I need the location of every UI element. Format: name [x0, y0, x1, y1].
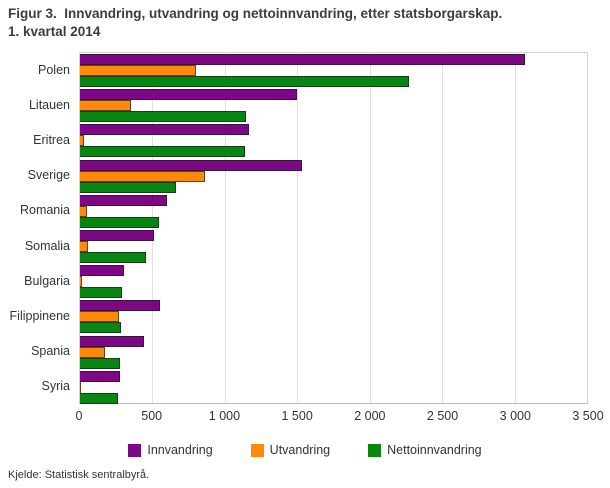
- bar-innvandring-spania: [80, 335, 145, 347]
- bar-group-somalia: [80, 229, 587, 264]
- y-label-litauen: Litauen: [28, 97, 70, 112]
- legend-label-innvandring: Innvandring: [147, 443, 213, 457]
- legend-swatch-nettoinnvandring: [368, 443, 382, 457]
- legend-item-nettoinnvandring: Nettoinnvandring: [368, 443, 482, 457]
- legend-swatch-innvandring: [128, 443, 142, 457]
- gridline-1500: [297, 53, 299, 403]
- gridline-1000: [224, 53, 226, 403]
- bar-group-bulgaria: [80, 264, 587, 299]
- bar-nettoinnvandring-syria: [80, 392, 119, 404]
- bar-utvandring-polen: [80, 65, 196, 77]
- bar-innvandring-romania: [80, 194, 167, 206]
- bar-group-eritrea: [80, 123, 587, 158]
- x-tick-label-3500: 3 500: [572, 409, 604, 423]
- bar-nettoinnvandring-spania: [80, 357, 120, 369]
- bar-group-litauen: [80, 88, 587, 123]
- bar-nettoinnvandring-eritrea: [80, 146, 246, 158]
- y-label-eritrea: Eritrea: [33, 132, 70, 147]
- bar-nettoinnvandring-bulgaria: [80, 287, 122, 299]
- x-tick-label-1000: 1 000: [208, 409, 241, 423]
- gridline-2500: [442, 53, 444, 403]
- bar-utvandring-somalia: [80, 241, 88, 253]
- bar-utvandring-bulgaria: [80, 276, 83, 288]
- gridline-500: [152, 53, 154, 403]
- legend-label-utvandring: Utvandring: [269, 443, 331, 457]
- y-label-bulgaria: Bulgaria: [24, 273, 70, 288]
- y-label-polen: Polen: [38, 62, 70, 77]
- bar-utvandring-syria: [80, 381, 82, 393]
- bar-nettoinnvandring-polen: [80, 76, 409, 88]
- legend-swatch-utvandring: [250, 443, 264, 457]
- bar-group-romania: [80, 194, 587, 229]
- bar-innvandring-polen: [80, 54, 525, 66]
- bar-utvandring-filippinene: [80, 311, 120, 323]
- source-note: Kjelde: Statistisk sentralbyrå.: [8, 469, 150, 481]
- x-tick-label-500: 500: [141, 409, 163, 423]
- y-label-filippinene: Filippinene: [9, 308, 70, 323]
- bar-nettoinnvandring-filippinene: [80, 322, 122, 334]
- y-label-spania: Spania: [31, 344, 70, 359]
- bar-nettoinnvandring-litauen: [80, 111, 246, 123]
- bar-innvandring-filippinene: [80, 300, 161, 312]
- x-tick-label-0: 0: [75, 409, 83, 423]
- y-label-syria: Syria: [41, 379, 70, 394]
- legend-item-utvandring: Utvandring: [250, 443, 331, 457]
- y-label-somalia: Somalia: [24, 238, 70, 253]
- plot-area: [79, 52, 588, 404]
- bar-nettoinnvandring-romania: [80, 216, 159, 228]
- gridline-3000: [514, 53, 516, 403]
- y-label-sverige: Sverige: [27, 168, 70, 183]
- bar-innvandring-syria: [80, 370, 120, 382]
- bar-innvandring-sverige: [80, 159, 302, 171]
- bar-utvandring-eritrea: [80, 135, 85, 147]
- bar-utvandring-romania: [80, 205, 87, 217]
- bar-innvandring-somalia: [80, 230, 154, 242]
- legend-item-innvandring: Innvandring: [128, 443, 213, 457]
- gridline-2000: [369, 53, 371, 403]
- bar-utvandring-spania: [80, 346, 105, 358]
- y-axis-labels: Polen Litauen Eritrea Sverige Romania Somalia…: [0, 52, 75, 404]
- chart-title: Figur 3. Innvandring, utvandring og nett…: [8, 5, 608, 41]
- bar-innvandring-bulgaria: [80, 265, 125, 277]
- x-tick-label-3000: 3 000: [499, 409, 531, 423]
- bar-group-syria: [80, 370, 587, 405]
- y-label-romania: Romania: [19, 203, 70, 218]
- bar-innvandring-eritrea: [80, 124, 250, 136]
- bar-group-spania: [80, 335, 587, 370]
- bar-nettoinnvandring-somalia: [80, 252, 146, 264]
- bar-utvandring-litauen: [80, 100, 132, 112]
- x-tick-label-2500: 2 500: [426, 409, 459, 423]
- bar-innvandring-litauen: [80, 89, 298, 101]
- chart-title-line2: 1. kvartal 2014: [8, 23, 101, 39]
- bar-group-sverige: [80, 159, 587, 194]
- x-tick-label-1500: 1 500: [281, 409, 313, 423]
- bar-utvandring-sverige: [80, 170, 206, 182]
- bar-group-filippinene: [80, 299, 587, 334]
- x-tick-label-2000: 2 000: [354, 409, 386, 423]
- bar-nettoinnvandring-sverige: [80, 181, 176, 193]
- bar-group-polen: [80, 53, 587, 88]
- x-axis-ticks: 0 500 1 000 1 500 2 000 2 500 3 000 3 500: [75, 409, 604, 425]
- legend-label-nettoinnvandring: Nettoinnvandring: [387, 443, 482, 457]
- legend: Innvandring Utvandring Nettoinnvandring: [0, 441, 610, 459]
- chart-title-line1: Figur 3. Innvandring, utvandring og nett…: [8, 6, 503, 21]
